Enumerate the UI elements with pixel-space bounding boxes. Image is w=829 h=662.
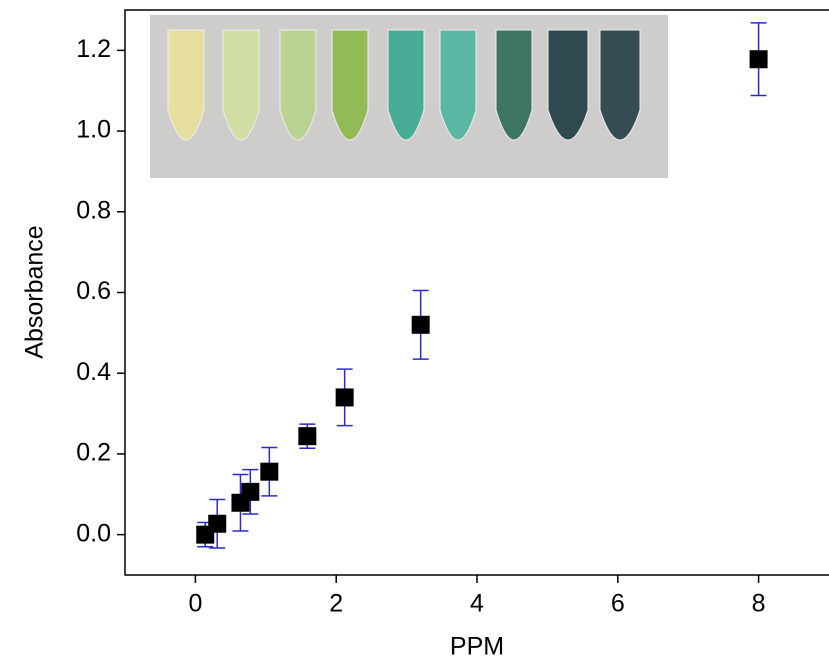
y-tick-label: 0.8 (76, 196, 111, 224)
x-tick-label: 6 (611, 590, 625, 618)
point (411, 315, 430, 334)
point (298, 427, 317, 446)
point (208, 514, 227, 533)
point (241, 482, 260, 501)
point (749, 50, 768, 69)
x-tick-label: 2 (329, 590, 343, 618)
x-tick-label: 4 (470, 590, 484, 618)
x-tick-label: 8 (752, 590, 766, 618)
point (260, 462, 279, 481)
point (335, 388, 354, 407)
y-tick-label: 0.6 (76, 277, 111, 305)
y-tick-label: 1.0 (76, 116, 111, 144)
y-tick-label: 1.2 (76, 35, 111, 63)
y-tick-label: 0.0 (76, 519, 111, 547)
photo-inset (150, 15, 668, 178)
y-tick-label: 0.4 (76, 358, 111, 386)
x-tick-label: 0 (188, 590, 202, 618)
x-axis-label: PPM (450, 633, 504, 661)
y-axis-label: Absorbance (21, 225, 49, 358)
y-tick-label: 0.2 (76, 439, 111, 467)
